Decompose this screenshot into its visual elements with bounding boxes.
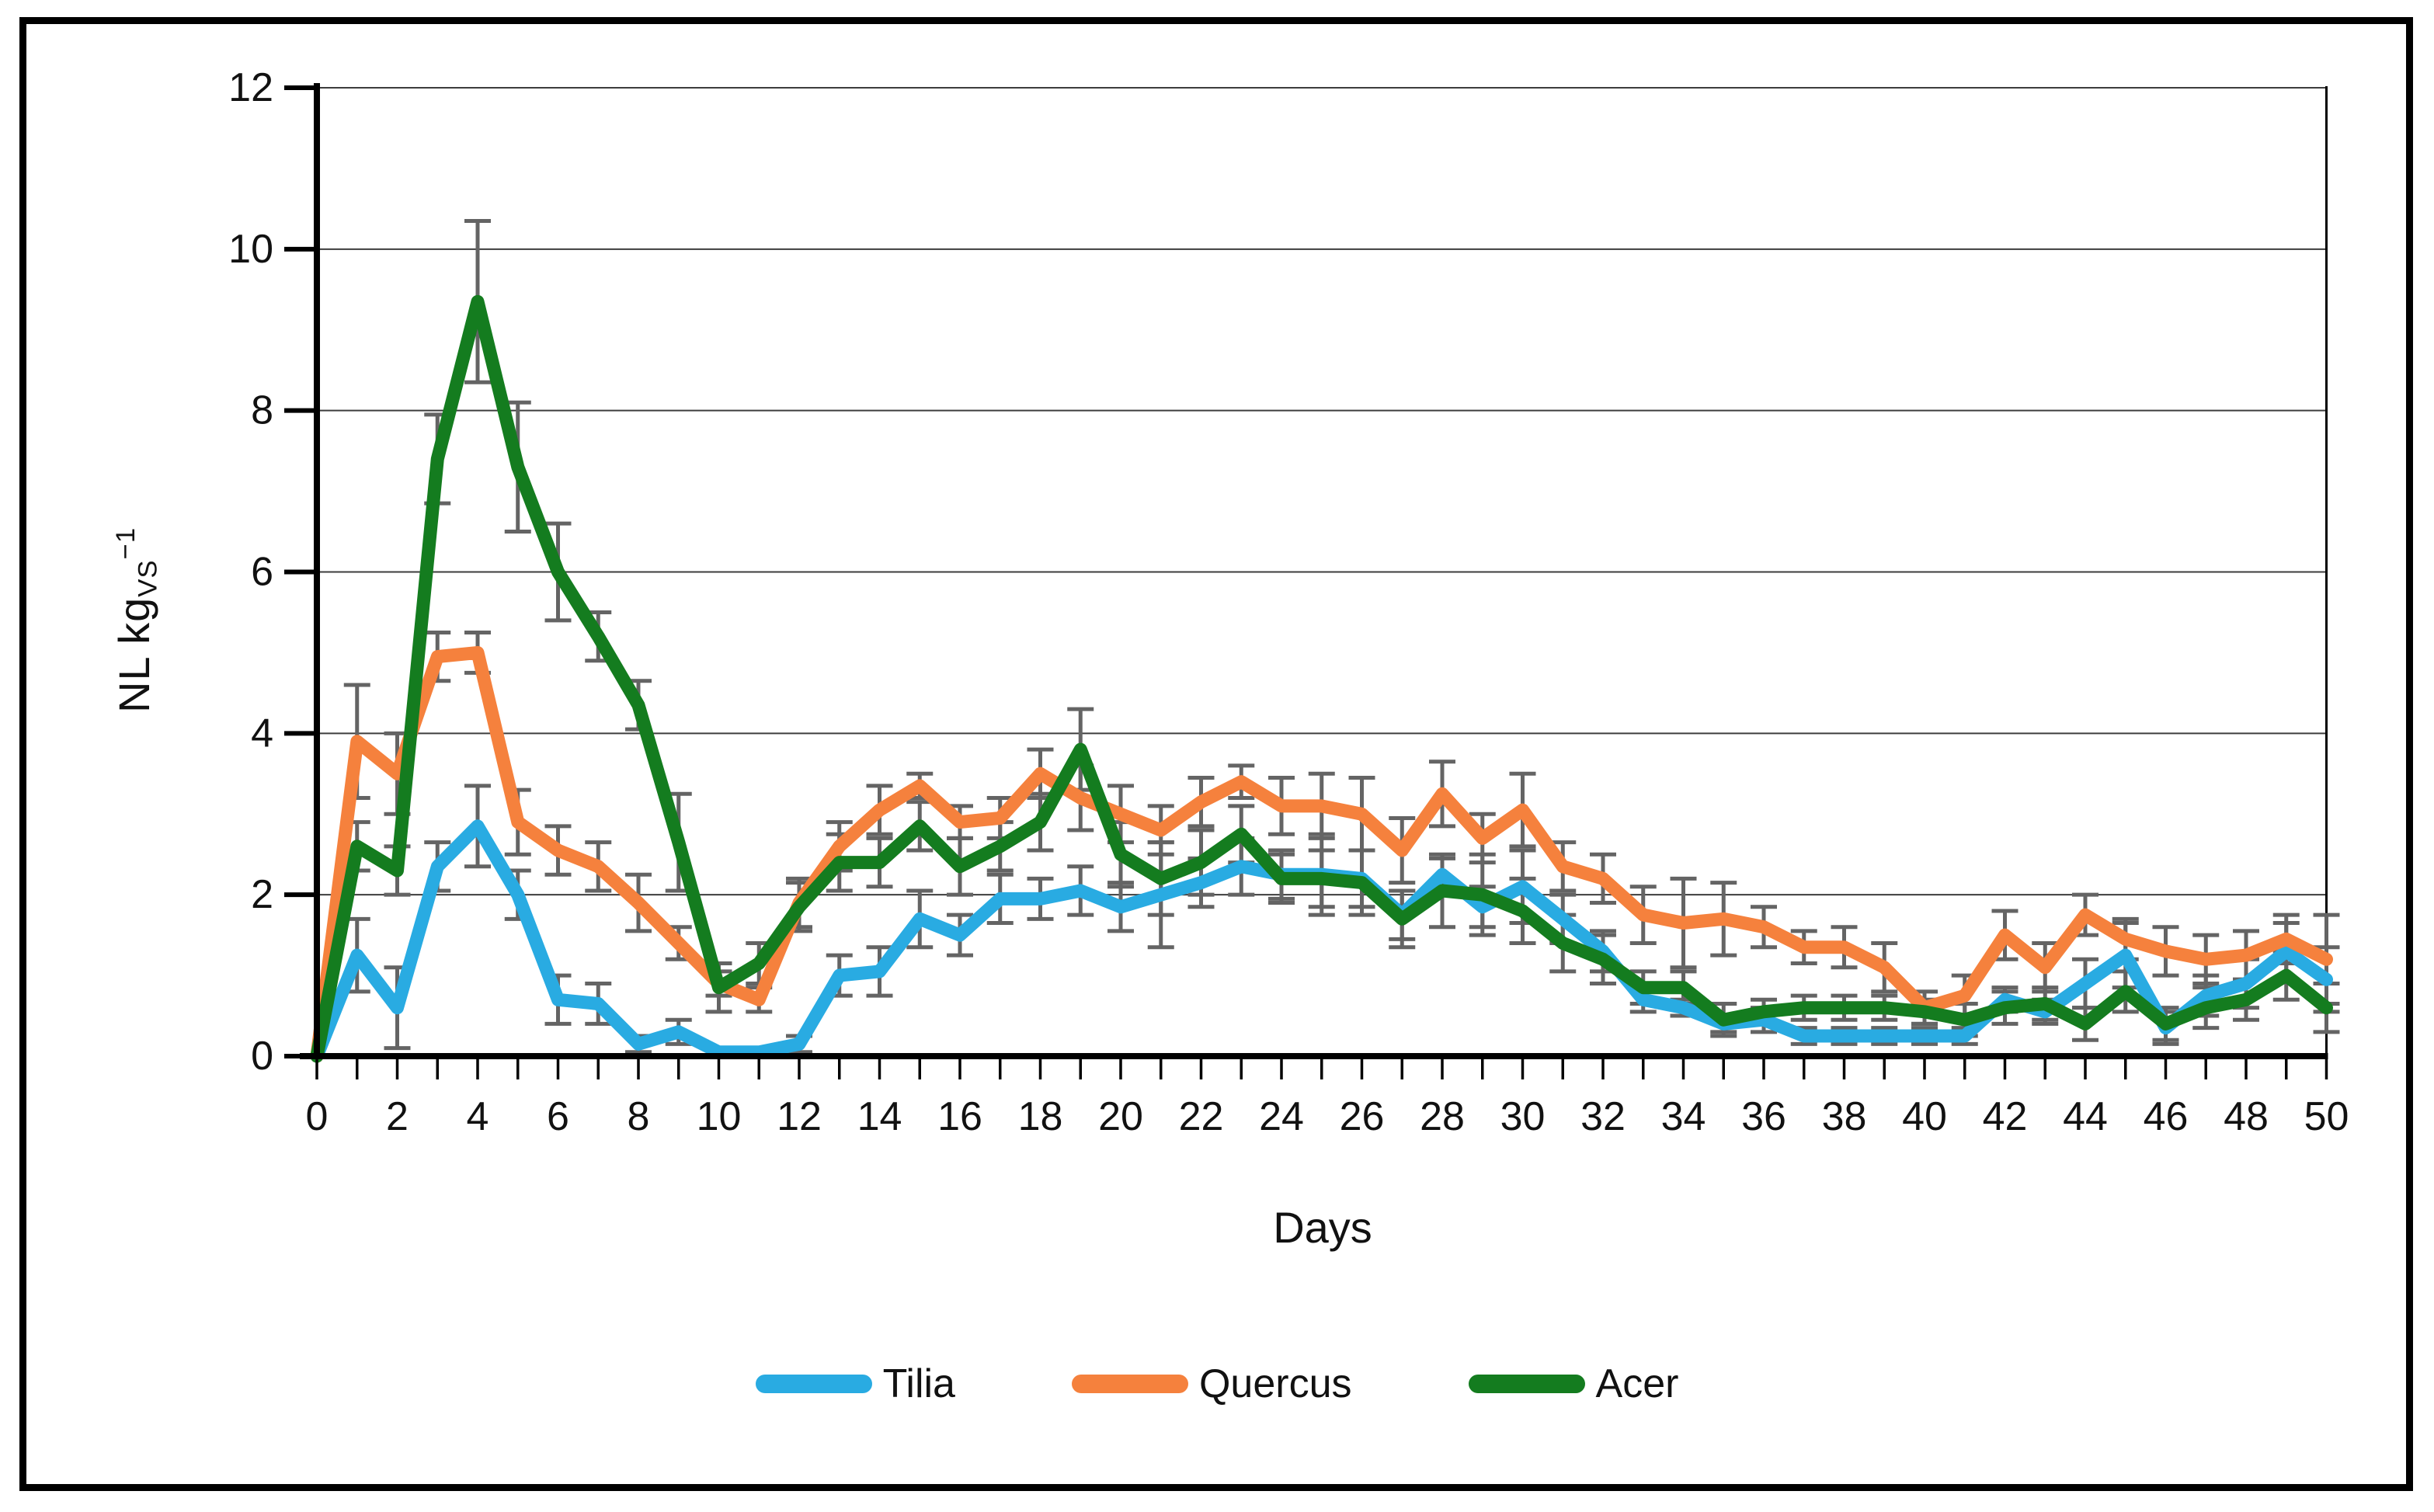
x-tick-label-36: 36	[1741, 1094, 1786, 1139]
x-tick-label-6: 6	[547, 1094, 569, 1139]
x-tick-label-8: 8	[628, 1094, 650, 1139]
x-tick-label-0: 0	[306, 1094, 329, 1139]
legend-label-tilia: Tilia	[882, 1361, 955, 1406]
y-tick-label-2: 2	[251, 872, 273, 917]
x-tick-label-34: 34	[1661, 1094, 1706, 1139]
x-tick-label-42: 42	[1983, 1094, 2028, 1139]
x-tick-label-30: 30	[1500, 1094, 1546, 1139]
y-tick-label-12: 12	[228, 65, 273, 110]
x-tick-label-4: 4	[467, 1094, 489, 1139]
x-tick-label-2: 2	[386, 1094, 409, 1139]
series-line-acer	[310, 294, 2333, 1063]
x-tick-label-14: 14	[857, 1094, 902, 1139]
x-tick-label-16: 16	[937, 1094, 982, 1139]
x-tick-label-20: 20	[1098, 1094, 1143, 1139]
legend-label-quercus: Quercus	[1198, 1361, 1352, 1406]
x-tick-label-50: 50	[2304, 1094, 2349, 1139]
legend-swatch-tilia	[755, 1375, 872, 1393]
error-bars-acer	[343, 218, 2340, 1042]
y-axis-title-superscript: −1	[110, 527, 141, 560]
legend: Tilia Quercus Acer	[0, 1361, 2434, 1407]
x-tick-label-44: 44	[2063, 1094, 2108, 1139]
y-tick-label-8: 8	[251, 388, 273, 433]
x-tick-label-22: 22	[1179, 1094, 1224, 1139]
chart-frame	[19, 17, 2413, 1491]
y-axis-title-subscript: VS	[133, 559, 163, 597]
x-axis-title: Days	[1273, 1203, 1372, 1252]
x-tick-label-40: 40	[1902, 1094, 1947, 1139]
legend-item-tilia: Tilia	[755, 1361, 955, 1407]
x-tick-label-18: 18	[1018, 1094, 1063, 1139]
x-tick-label-48: 48	[2224, 1094, 2269, 1139]
y-tick-label-4: 4	[251, 711, 273, 756]
y-tick-label-6: 6	[251, 550, 273, 595]
y-tick-label-10: 10	[228, 227, 273, 272]
x-tick-label-24: 24	[1259, 1094, 1304, 1139]
series-line-quercus	[310, 645, 2333, 1063]
legend-item-acer: Acer	[1468, 1361, 1679, 1407]
legend-swatch-acer	[1468, 1375, 1585, 1393]
x-tick-label-12: 12	[777, 1094, 822, 1139]
y-axis-title: NL kgVS−1	[109, 527, 164, 713]
legend-label-acer: Acer	[1595, 1361, 1679, 1406]
x-axis-ticks: 0 2 4 6 8 10 12 14 16 18 20 22 24 26 28 30 32 34 36 38 40 42 4…	[306, 1056, 2349, 1139]
x-tick-label-28: 28	[1420, 1094, 1465, 1139]
x-tick-label-38: 38	[1822, 1094, 1867, 1139]
y-tick-label-0: 0	[251, 1034, 273, 1079]
x-tick-label-32: 32	[1580, 1094, 1626, 1139]
x-tick-label-46: 46	[2144, 1094, 2189, 1139]
y-axis-ticks: 0 2 4 6 8 10 12	[228, 65, 317, 1079]
x-tick-label-10: 10	[697, 1094, 742, 1139]
legend-item-quercus: Quercus	[1071, 1361, 1352, 1407]
y-axis-title-text: NL kg	[110, 596, 158, 713]
legend-swatch-quercus	[1071, 1375, 1188, 1393]
x-tick-label-26: 26	[1340, 1094, 1385, 1139]
